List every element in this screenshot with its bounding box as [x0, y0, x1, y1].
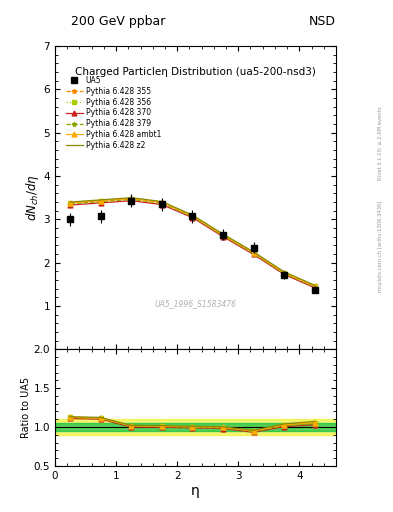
- Legend: UA5, Pythia 6.428 355, Pythia 6.428 356, Pythia 6.428 370, Pythia 6.428 379, Pyt: UA5, Pythia 6.428 355, Pythia 6.428 356,…: [64, 74, 163, 152]
- Pythia 6.428 356: [282, 270, 286, 276]
- Text: 200 GeV ppbar: 200 GeV ppbar: [71, 15, 165, 28]
- Bar: [55, 423, 336, 431]
- Pythia 6.428 356: [251, 250, 256, 256]
- Pythia 6.428 356: [99, 198, 103, 204]
- Text: mcplots.cern.ch [arXiv:1306.3436]: mcplots.cern.ch [arXiv:1306.3436]: [378, 200, 383, 291]
- Line: Pythia 6.428 z2: Pythia 6.428 z2: [70, 198, 315, 285]
- Pythia 6.428 370: [129, 198, 134, 204]
- Pythia 6.428 355: [220, 232, 225, 239]
- Pythia 6.428 379: [190, 214, 195, 220]
- Pythia 6.428 ambt1: [99, 198, 103, 204]
- Y-axis label: $dN_{ch}/d\eta$: $dN_{ch}/d\eta$: [24, 174, 41, 221]
- Pythia 6.428 379: [129, 196, 134, 202]
- Pythia 6.428 379: [99, 199, 103, 205]
- Pythia 6.428 356: [160, 200, 164, 206]
- Pythia 6.428 356: [220, 232, 225, 239]
- Pythia 6.428 355: [99, 198, 103, 204]
- Pythia 6.428 355: [190, 213, 195, 219]
- Pythia 6.428 ambt1: [312, 283, 317, 289]
- Pythia 6.428 370: [160, 202, 164, 208]
- Pythia 6.428 ambt1: [251, 250, 256, 256]
- Pythia 6.428 379: [251, 250, 256, 257]
- Pythia 6.428 ambt1: [129, 196, 134, 202]
- Pythia 6.428 z2: [68, 199, 73, 205]
- Pythia 6.428 356: [68, 200, 73, 206]
- Pythia 6.428 355: [251, 250, 256, 256]
- Pythia 6.428 ambt1: [282, 269, 286, 275]
- Pythia 6.428 355: [129, 196, 134, 202]
- Line: Pythia 6.428 379: Pythia 6.428 379: [68, 197, 317, 289]
- Pythia 6.428 370: [251, 251, 256, 258]
- Pythia 6.428 355: [160, 200, 164, 206]
- Pythia 6.428 356: [312, 284, 317, 290]
- Pythia 6.428 z2: [99, 197, 103, 203]
- Pythia 6.428 379: [68, 201, 73, 207]
- Pythia 6.428 z2: [251, 249, 256, 255]
- Pythia 6.428 379: [282, 270, 286, 276]
- Line: Pythia 6.428 ambt1: Pythia 6.428 ambt1: [68, 196, 317, 288]
- Pythia 6.428 z2: [220, 231, 225, 237]
- Pythia 6.428 z2: [129, 195, 134, 201]
- Pythia 6.428 355: [282, 270, 286, 276]
- Bar: [55, 419, 336, 435]
- Pythia 6.428 370: [220, 233, 225, 240]
- Pythia 6.428 z2: [312, 282, 317, 288]
- Pythia 6.428 z2: [160, 199, 164, 205]
- Line: Pythia 6.428 356: Pythia 6.428 356: [68, 197, 317, 289]
- Text: NSD: NSD: [309, 15, 336, 28]
- Pythia 6.428 356: [190, 213, 195, 219]
- Pythia 6.428 370: [190, 215, 195, 221]
- Pythia 6.428 370: [99, 200, 103, 206]
- Text: UA5_1996_S1583476: UA5_1996_S1583476: [154, 300, 237, 308]
- Pythia 6.428 356: [129, 196, 134, 202]
- Pythia 6.428 z2: [282, 269, 286, 275]
- Pythia 6.428 370: [312, 285, 317, 291]
- Pythia 6.428 z2: [190, 212, 195, 218]
- Text: Rivet 3.1.10; ≥ 2.6M events: Rivet 3.1.10; ≥ 2.6M events: [378, 106, 383, 180]
- Line: Pythia 6.428 355: Pythia 6.428 355: [68, 197, 317, 289]
- Y-axis label: Ratio to UA5: Ratio to UA5: [21, 377, 31, 438]
- Pythia 6.428 379: [160, 200, 164, 206]
- Pythia 6.428 355: [68, 200, 73, 206]
- Pythia 6.428 ambt1: [160, 199, 164, 205]
- Pythia 6.428 379: [312, 284, 317, 290]
- Text: Charged Particleη Distribution (ua5-200-nsd3): Charged Particleη Distribution (ua5-200-…: [75, 67, 316, 77]
- Pythia 6.428 ambt1: [68, 200, 73, 206]
- Pythia 6.428 370: [68, 202, 73, 208]
- Pythia 6.428 379: [220, 233, 225, 239]
- Pythia 6.428 355: [312, 284, 317, 290]
- Line: Pythia 6.428 370: Pythia 6.428 370: [68, 198, 317, 290]
- Pythia 6.428 370: [282, 271, 286, 278]
- Pythia 6.428 ambt1: [220, 232, 225, 238]
- Pythia 6.428 ambt1: [190, 213, 195, 219]
- X-axis label: η: η: [191, 483, 200, 498]
